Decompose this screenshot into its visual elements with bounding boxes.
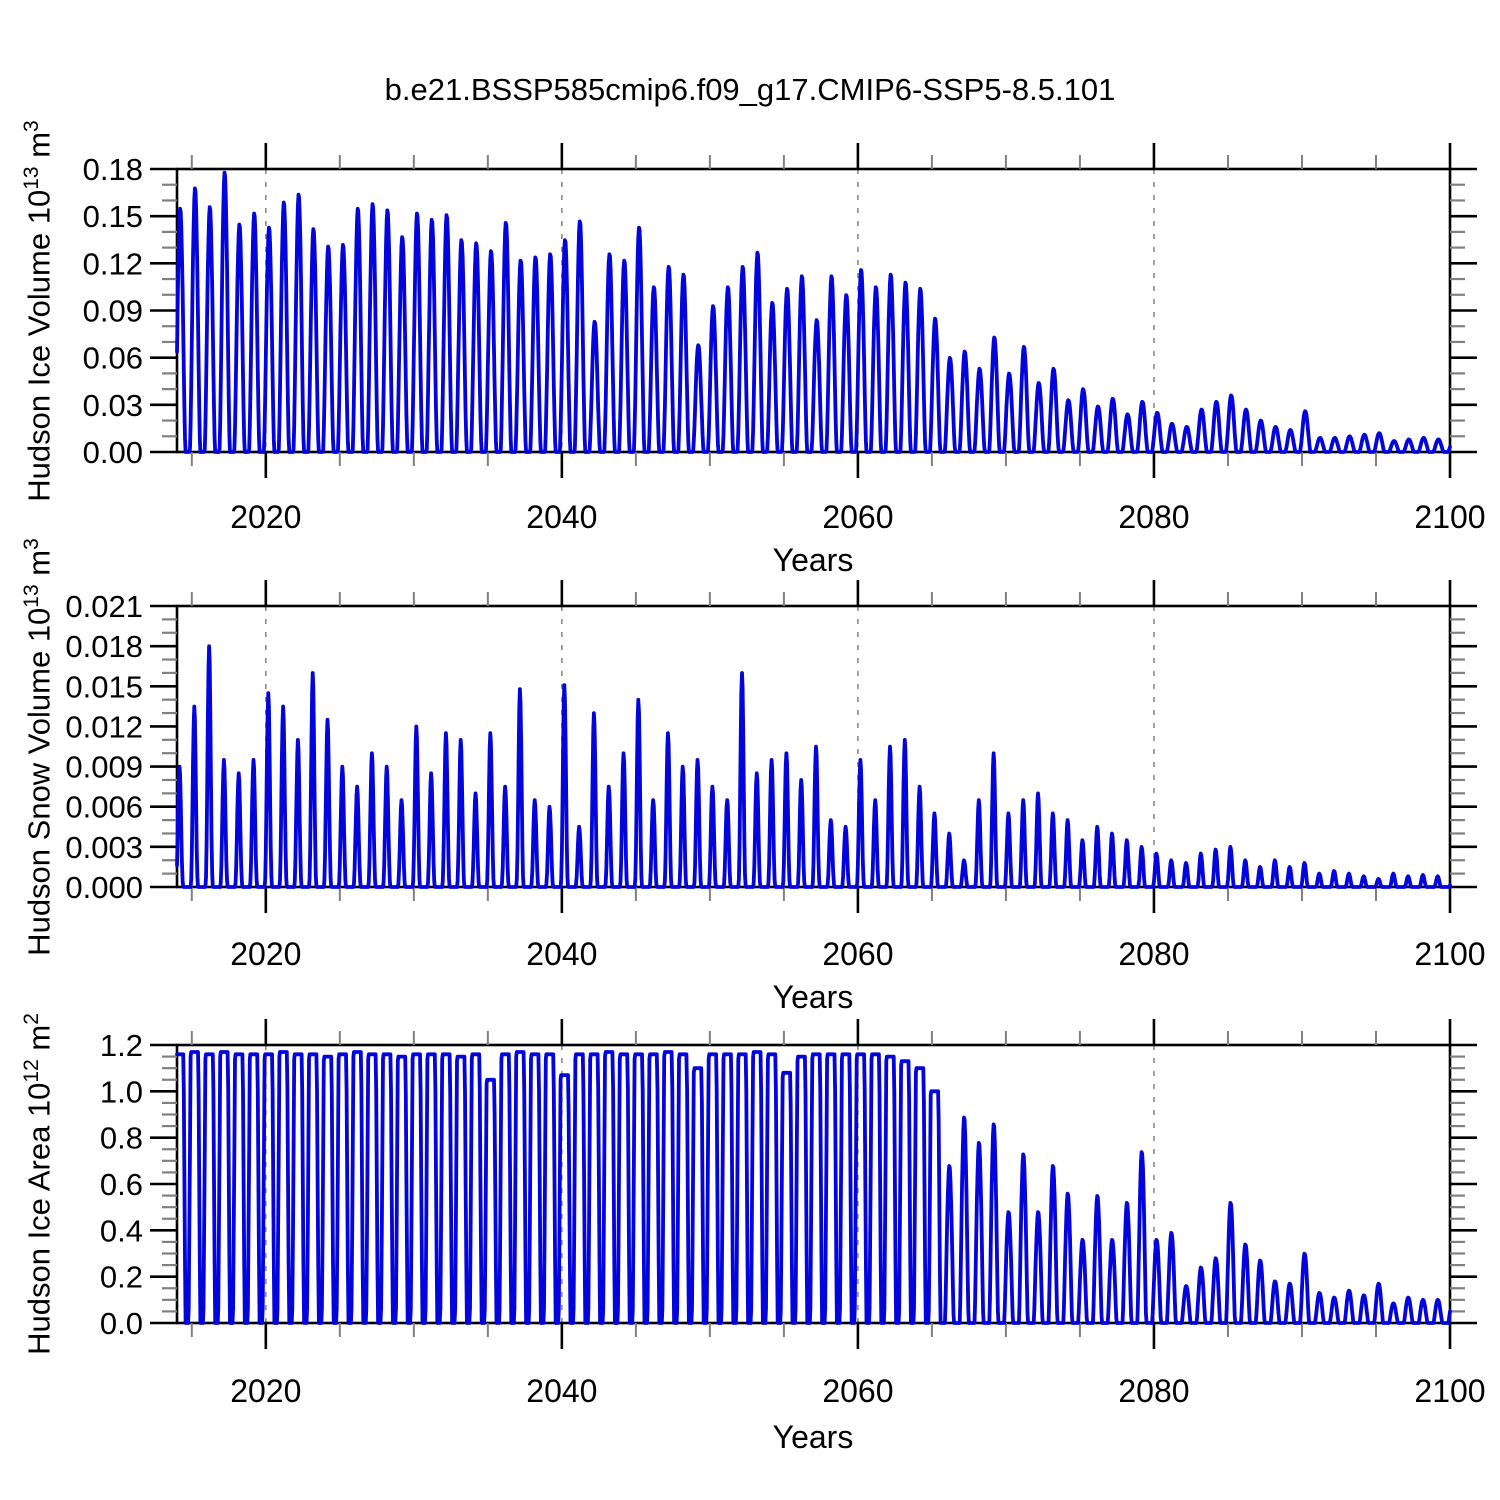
y-tick-label: 0.8: [100, 1121, 143, 1156]
y-ticks: 0.0 0.2 0.4 0.6 0.8 1.0 1.2: [100, 1028, 1477, 1341]
panel-ice_area: 2020 2040 2060 2080 2100 0.0 0.2 0.4 0.6 0.8 1.0 1.…: [100, 1019, 1486, 1409]
x-tick-label: 2100: [1414, 499, 1485, 535]
y-tick-label: 0.09: [83, 294, 143, 329]
x-tick-label: 2100: [1414, 1373, 1485, 1409]
panel-ice_volume: 2020 2040 2060 2080 2100 0.00 0.03 0.06 0.09 0.12…: [83, 143, 1486, 535]
y-tick-label: 0.00: [83, 435, 143, 470]
y-tick-label: 0.6: [100, 1167, 143, 1202]
x-axis-title-panel3: Years: [772, 1419, 854, 1455]
y-tick-label: 0.018: [65, 629, 143, 664]
y-tick-label: 0.015: [65, 669, 143, 704]
series-line-snow_volume: [175, 644, 1452, 889]
y-tick-label: 0.15: [83, 199, 143, 234]
x-tick-label: 2020: [230, 499, 301, 535]
x-tick-label: 2040: [526, 1373, 597, 1409]
y-tick-label: 0.4: [100, 1213, 143, 1248]
x-tick-label: 2040: [526, 936, 597, 972]
x-tick-label: 2080: [1118, 1373, 1189, 1409]
x-tick-label: 2020: [230, 1373, 301, 1409]
series-line-ice_area: [175, 1050, 1452, 1325]
y-tick-label: 0.006: [65, 790, 143, 825]
x-ticks: 2020 2040 2060 2080 2100: [190, 1019, 1486, 1409]
y-tick-label: 0.000: [65, 870, 143, 905]
x-axis-title-panel1: Years: [772, 542, 854, 578]
y-tick-label: 0.009: [65, 750, 143, 785]
y-tick-label: 0.12: [83, 246, 143, 281]
x-ticks: 2020 2040 2060 2080 2100: [190, 143, 1486, 535]
y-tick-label: 0.06: [83, 341, 143, 376]
y-ticks: 0.000 0.003 0.006 0.009 0.012 0.015 0.018 0.021: [65, 589, 1477, 905]
y-tick-label: 0.03: [83, 388, 143, 423]
x-tick-label: 2080: [1118, 499, 1189, 535]
y-tick-label: 0.2: [100, 1260, 143, 1295]
y-tick-label: 0.003: [65, 830, 143, 865]
y-tick-label: 0.0: [100, 1306, 143, 1341]
y-ticks: 0.00 0.03 0.06 0.09 0.12 0.15 0.18: [83, 152, 1477, 470]
y-tick-label: 0.021: [65, 589, 143, 624]
x-tick-label: 2060: [822, 499, 893, 535]
x-tick-label: 2080: [1118, 936, 1189, 972]
y-tick-label: 1.2: [100, 1028, 143, 1063]
y-tick-label: 0.012: [65, 709, 143, 744]
x-tick-label: 2060: [822, 936, 893, 972]
x-tick-label: 2060: [822, 1373, 893, 1409]
panel-snow_volume: 2020 2040 2060 2080 2100 0.000 0.003 0.006 0.009…: [65, 580, 1486, 972]
x-axis-title-panel2: Years: [772, 979, 854, 1015]
x-tick-label: 2040: [526, 499, 597, 535]
x-tick-label: 2020: [230, 936, 301, 972]
x-tick-label: 2100: [1414, 936, 1485, 972]
series-line-ice_volume: [175, 170, 1452, 454]
x-ticks: 2020 2040 2060 2080 2100: [190, 580, 1486, 972]
chart-title: b.e21.BSSP585cmip6.f09_g17.CMIP6-SSP5-8.…: [384, 72, 1116, 107]
y-tick-label: 1.0: [100, 1074, 143, 1109]
y-tick-label: 0.18: [83, 152, 143, 187]
